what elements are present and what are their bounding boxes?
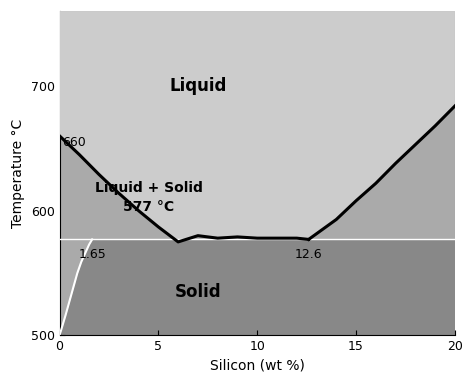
Y-axis label: Temperature °C: Temperature °C (11, 119, 25, 228)
Text: 1.65: 1.65 (78, 248, 106, 261)
Text: 577 °C: 577 °C (123, 200, 174, 214)
Text: Liquid + Solid: Liquid + Solid (94, 181, 202, 195)
Polygon shape (60, 106, 455, 336)
Text: Liquid: Liquid (169, 77, 227, 95)
Polygon shape (60, 11, 455, 242)
Text: 660: 660 (63, 136, 86, 149)
X-axis label: Silicon (wt %): Silicon (wt %) (210, 359, 305, 373)
Text: Solid: Solid (174, 283, 221, 301)
Text: 12.6: 12.6 (295, 248, 322, 261)
